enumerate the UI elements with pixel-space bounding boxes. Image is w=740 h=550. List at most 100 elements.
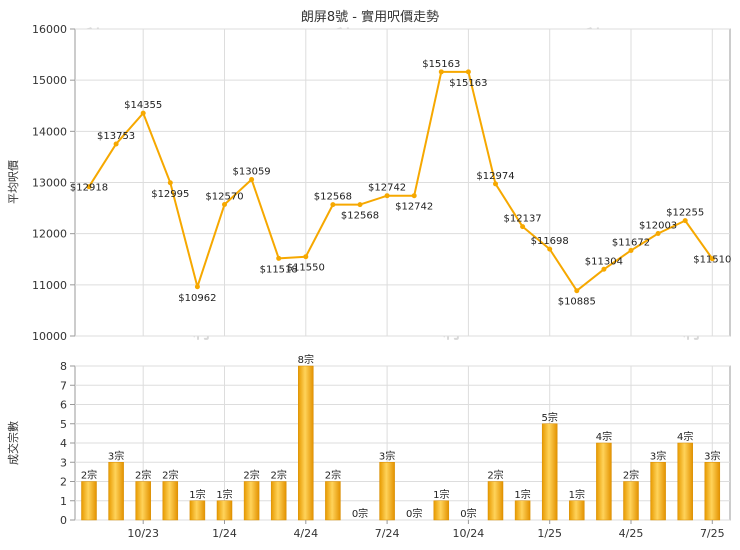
price-point (303, 254, 309, 260)
x-tick-label: 4/24 (293, 527, 318, 540)
price-data-label: $11518 (260, 264, 298, 275)
volume-data-label: 0宗 (406, 507, 422, 520)
price-data-label: $12974 (476, 171, 514, 182)
price-data-label: $12003 (639, 221, 677, 232)
volume-data-label: 1宗 (514, 488, 530, 501)
price-data-label: $12995 (151, 189, 189, 200)
price-data-label: $10885 (558, 297, 596, 308)
volume-bar (270, 481, 287, 521)
price-point (520, 224, 526, 230)
volume-tick-label: 1 (60, 495, 67, 508)
price-point (222, 202, 227, 208)
volume-data-label: 1宗 (569, 488, 585, 501)
x-axis: 10/23 1/24 4/24 7/24 10/24 1/25 4/25 7/25 (127, 520, 725, 540)
volume-panel: 0 1 2 3 4 5 6 7 8 成交宗數 2宗 3宗 2宗 2宗 1宗 1宗 2宗 2宗 8宗 2宗 0宗 3宗 0… (6, 353, 731, 540)
volume-tick-label: 4 (60, 437, 67, 450)
price-data-label: $11672 (612, 237, 650, 248)
volume-y-axis-label: 成交宗數 (6, 421, 20, 465)
volume-data-label: 3宗 (108, 449, 124, 462)
price-point (194, 284, 200, 290)
volume-data-label: 2宗 (325, 469, 341, 482)
price-data-label: $12137 (504, 214, 542, 225)
volume-data-label: 1宗 (189, 488, 205, 501)
volume-bar (162, 481, 179, 521)
volume-bar (650, 462, 666, 521)
price-point (709, 256, 715, 262)
volume-bar (569, 500, 585, 521)
volume-bar (216, 500, 233, 521)
volume-tick-label: 0 (60, 514, 67, 527)
volume-bar (487, 481, 504, 521)
price-point (411, 193, 417, 199)
volume-data-label: 4宗 (677, 430, 693, 443)
price-tick-label: 11000 (32, 279, 67, 292)
price-data-label: $10962 (178, 293, 216, 304)
price-point (86, 184, 92, 190)
volume-bar (704, 462, 721, 521)
price-point (465, 69, 471, 75)
volume-bar (135, 481, 151, 521)
price-point (493, 181, 498, 187)
price-tick-label: 13000 (32, 177, 67, 190)
volume-data-label: 2宗 (623, 469, 639, 482)
volume-data-label: 3宗 (650, 449, 666, 462)
volume-data-label: 3宗 (704, 449, 720, 462)
volume-data-label: 2宗 (162, 469, 178, 482)
price-point (655, 231, 661, 237)
x-tick-label: 7/24 (375, 527, 400, 540)
volume-tick-label: 3 (60, 456, 67, 469)
volume-tick-label: 2 (60, 476, 67, 489)
price-data-label: $12570 (205, 192, 243, 203)
volume-bar (243, 481, 260, 521)
price-data-label: $12742 (395, 202, 433, 213)
price-point (249, 176, 255, 182)
volume-bar (81, 481, 97, 521)
price-point (547, 246, 553, 252)
price-tick-label: 14000 (32, 125, 67, 138)
volume-data-label: 5宗 (542, 411, 558, 424)
price-y-axis-label: 平均呎價 (6, 160, 20, 204)
price-point (682, 218, 688, 224)
price-series: $12918 $13753 $14355 $12995 $10962 $12570 $130… (70, 59, 731, 308)
volume-data-label: 2宗 (487, 469, 503, 482)
price-y-axis: 10000 11000 12000 13000 14000 15000 16000 (32, 23, 75, 343)
volume-data-label: 1宗 (216, 488, 232, 501)
volume-data-label: 2宗 (271, 469, 287, 482)
price-data-label: $13059 (233, 166, 271, 177)
price-tick-label: 16000 (32, 23, 67, 36)
volume-bar (108, 462, 124, 521)
volume-bar (514, 500, 531, 521)
volume-bar (677, 442, 693, 521)
price-data-label: $11304 (585, 256, 623, 267)
volume-series: 2宗 3宗 2宗 2宗 1宗 1宗 2宗 2宗 8宗 2宗 0宗 3宗 0宗 1宗 0宗 2宗 1宗 5宗 1宗 4宗… (81, 353, 721, 521)
price-data-label: $12742 (368, 183, 406, 194)
volume-data-label: 1宗 (433, 488, 449, 501)
volume-bar (189, 500, 206, 521)
volume-data-label: 4宗 (596, 430, 612, 443)
price-line (88, 70, 714, 292)
price-tick-label: 10000 (32, 330, 67, 343)
price-point (113, 141, 119, 147)
price-data-label: $13753 (97, 131, 135, 142)
price-data-label: $11698 (531, 236, 569, 247)
price-point (167, 180, 173, 186)
x-tick-label: 1/25 (537, 527, 562, 540)
volume-bar (623, 481, 639, 521)
volume-bar (379, 462, 395, 521)
price-data-label: $11510 (693, 255, 731, 266)
price-data-label: $12918 (70, 183, 108, 194)
volume-y-axis: 0 1 2 3 4 5 6 7 8 (60, 360, 75, 527)
volume-bar (541, 423, 558, 521)
chart-title: 朗屏8號 - 實用呎價走勢 (301, 9, 439, 25)
price-point (601, 266, 607, 272)
price-data-label: $12255 (666, 208, 704, 219)
volume-tick-label: 5 (60, 418, 67, 431)
price-data-label: $14355 (124, 100, 162, 111)
volume-data-label: 3宗 (379, 449, 395, 462)
volume-bar (433, 500, 450, 521)
price-point (276, 255, 282, 261)
price-tick-label: 15000 (32, 74, 67, 87)
volume-bar (298, 365, 314, 521)
volume-bar (325, 481, 341, 521)
